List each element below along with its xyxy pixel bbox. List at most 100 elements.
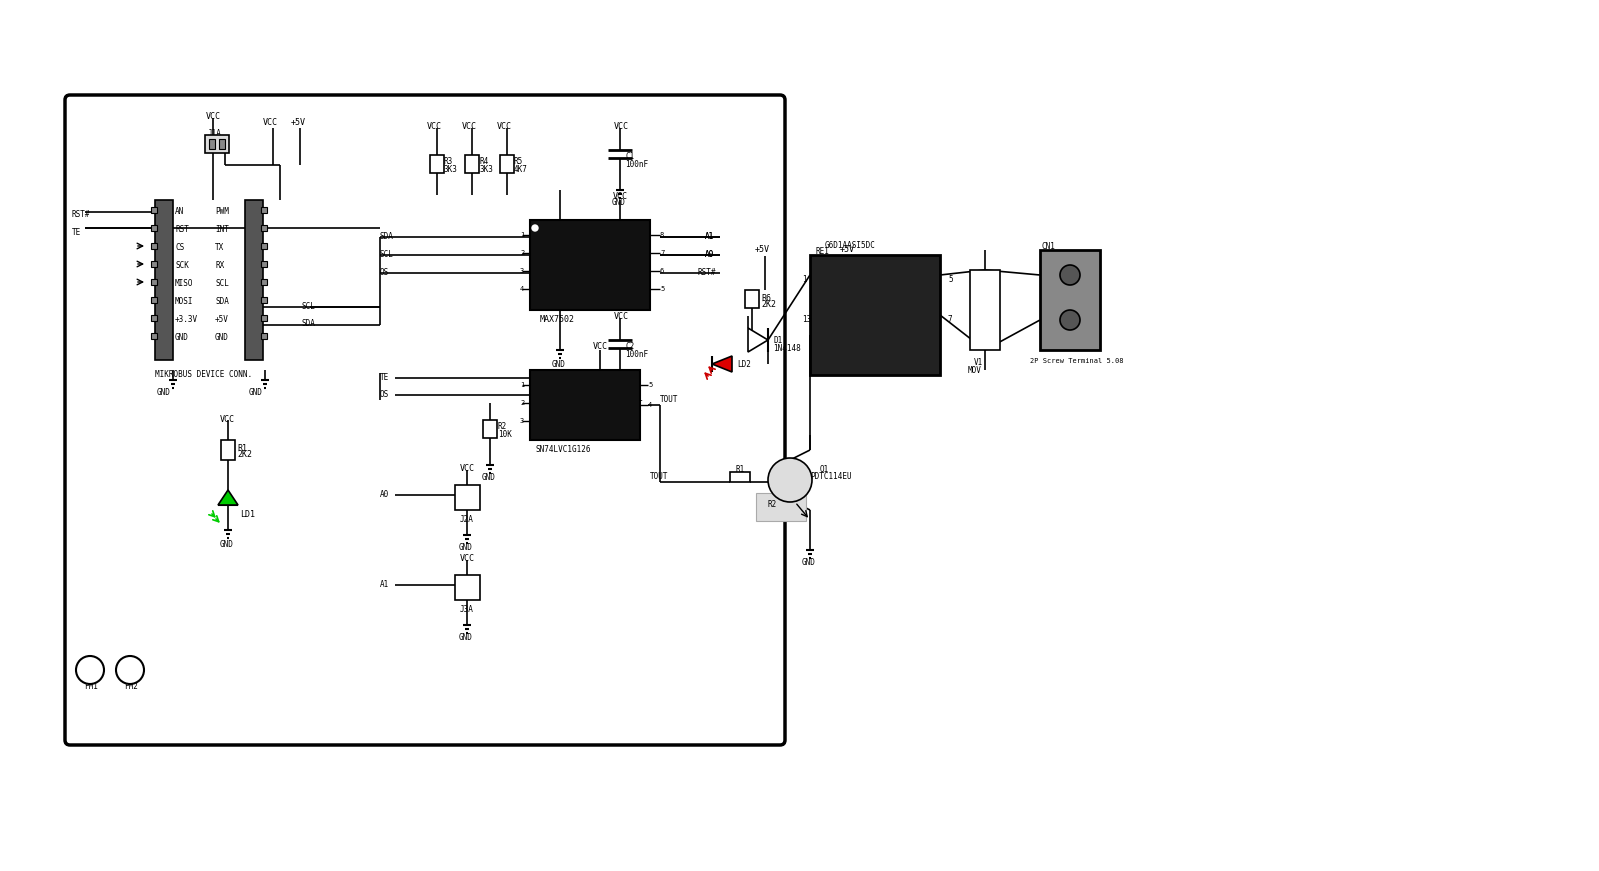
Text: VCC: VCC [601,382,614,388]
Bar [150,261,157,267]
Text: R3: R3 [445,157,453,166]
Text: G6D1AASI5DC: G6D1AASI5DC [825,241,876,250]
Text: U2: U2 [532,372,540,381]
Text: 2: 2 [520,400,524,406]
Text: OE: OE [536,382,544,388]
Text: VCC: VCC [612,192,628,201]
Text: CN1: CN1 [1043,242,1055,251]
Circle shape [117,656,144,684]
Text: GND: GND [157,388,171,397]
Circle shape [768,458,812,502]
Text: GND: GND [481,473,496,482]
Text: CS: CS [174,243,184,252]
Text: GND: GND [612,388,625,397]
Text: VCC: VCC [461,554,475,563]
Text: SDA: SDA [302,319,317,328]
Text: 5: 5 [648,382,652,388]
Text: VCC: VCC [497,122,512,131]
Bar [261,333,267,339]
Bar [756,493,806,521]
Text: SCK: SCK [174,261,189,270]
Text: 1: 1 [803,275,806,284]
Text: SCL: SCL [302,302,317,311]
Text: GND: GND [459,633,473,642]
Text: 5: 5 [948,275,953,284]
Polygon shape [748,328,768,352]
Text: MOV: MOV [967,366,982,375]
Text: R4: R4 [480,157,488,166]
Text: TOUT: TOUT [660,395,678,404]
Text: C1: C1 [625,152,635,161]
Text: PDTC114EU: PDTC114EU [811,472,852,481]
Text: R5: R5 [513,157,523,166]
Text: GND: GND [174,333,189,342]
Text: A0: A0 [705,250,715,259]
Text: RST#: RST# [72,210,91,219]
Text: RESET: RESET [604,286,627,292]
Text: R1: R1 [736,465,744,474]
Text: SCL: SCL [214,279,229,288]
Text: GND: GND [536,286,548,292]
Text: GND: GND [249,388,262,397]
Text: INT: INT [214,225,229,234]
Bar [430,155,445,173]
Bar [150,279,157,285]
Bar [971,270,999,350]
Text: D1: D1 [772,336,782,345]
Bar [261,261,267,267]
Text: OS: OS [381,268,389,277]
Text: 7: 7 [948,315,953,324]
Text: VCC: VCC [461,464,475,473]
Bar [529,370,640,440]
Text: SCL: SCL [536,250,548,256]
Text: VCC: VCC [604,232,617,238]
Text: RST#: RST# [699,268,716,277]
Text: 5: 5 [660,286,664,292]
Text: 4K7: 4K7 [513,165,528,174]
Text: VCC: VCC [614,312,628,321]
Text: MOSI: MOSI [174,297,193,306]
Circle shape [532,225,537,231]
Text: A0: A0 [604,250,614,256]
Bar [155,200,173,360]
Text: Q1: Q1 [820,465,830,474]
Text: SDA: SDA [536,232,548,238]
Bar [745,290,760,308]
Text: 1: 1 [520,232,524,238]
Text: VCC: VCC [262,118,278,127]
Text: TOUT: TOUT [651,472,668,481]
Text: +5V: +5V [214,315,229,324]
Text: 3K3: 3K3 [480,165,492,174]
Text: GND: GND [221,540,233,549]
Text: A1: A1 [705,232,715,241]
Text: 2P Screw Terminal 5.08: 2P Screw Terminal 5.08 [1030,358,1124,364]
Circle shape [1060,310,1079,330]
Text: GND: GND [214,333,229,342]
Polygon shape [712,356,732,372]
Text: RESET: RESET [604,286,627,292]
Text: 100nF: 100nF [625,350,648,359]
Text: SCL: SCL [381,250,393,259]
Text: U1: U1 [532,222,540,231]
Bar [150,243,157,249]
Bar [150,333,157,339]
Bar [150,225,157,231]
Bar [245,200,262,360]
Bar [261,297,267,303]
Text: TX: TX [214,243,224,252]
Text: 4: 4 [520,286,524,292]
Text: A1: A1 [604,268,614,274]
Bar [456,485,480,510]
Text: FM2: FM2 [125,682,138,691]
Text: GND: GND [803,558,815,567]
Text: MIKROBUS DEVICE CONN.: MIKROBUS DEVICE CONN. [155,370,253,379]
Text: 6: 6 [660,268,664,274]
Text: V1: V1 [974,358,983,367]
Bar [209,139,214,149]
Text: PWM: PWM [214,207,229,216]
Text: VCC: VCC [462,122,477,131]
Text: J1A: J1A [208,129,222,138]
Bar [529,220,651,310]
Bar [150,315,157,321]
Text: OS: OS [536,268,544,274]
